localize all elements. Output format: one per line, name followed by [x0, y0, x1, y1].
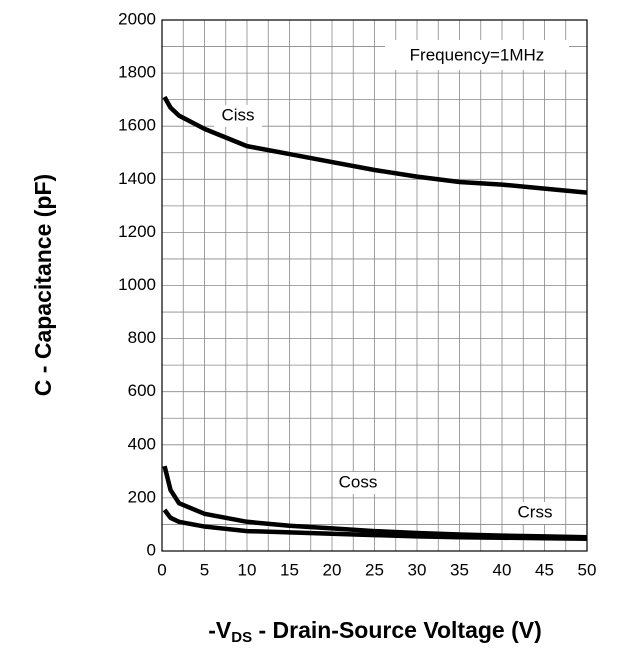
x-tick-label: 40 [493, 560, 512, 579]
x-tick-label: 15 [280, 560, 299, 579]
y-axis-label: C - Capacitance (pF) [30, 174, 56, 396]
annotation: Frequency=1MHz [410, 45, 545, 64]
plot-frame [161, 19, 588, 552]
series-label: Crss [518, 502, 553, 521]
series-label-bg [511, 502, 559, 524]
x-axis-label-subscript: DS [231, 629, 252, 646]
series-label-bg [334, 472, 382, 494]
x-tick-label: 5 [200, 560, 209, 579]
series-label-bg [214, 105, 262, 127]
y-tick-label: 1800 [118, 63, 156, 82]
annotation-box [385, 40, 569, 70]
x-tick-label: 20 [323, 560, 342, 579]
y-tick-label: 800 [128, 328, 156, 347]
x-tick-label: 35 [450, 560, 469, 579]
x-tick-label: 45 [535, 560, 554, 579]
x-tick-label: 30 [408, 560, 427, 579]
y-tick-label: 400 [128, 434, 156, 453]
x-tick-label: 25 [365, 560, 384, 579]
series-label: Coss [339, 472, 378, 491]
y-tick-label: 2000 [118, 9, 156, 28]
y-tick-label: 0 [147, 540, 156, 559]
series-line [162, 508, 588, 542]
x-tick-label: 10 [238, 560, 257, 579]
y-tick-label: 1200 [118, 222, 156, 241]
x-tick-label: 50 [578, 560, 597, 579]
y-tick-label: 1000 [118, 275, 156, 294]
x-tick-label: 0 [157, 560, 166, 579]
x-axis-label: -VDS - Drain-Source Voltage (V) [208, 617, 542, 646]
y-tick-label: 200 [128, 487, 156, 506]
series-label: Ciss [221, 105, 254, 124]
series-line [162, 95, 588, 195]
y-tick-label: 600 [128, 381, 156, 400]
y-tick-label: 1400 [118, 169, 156, 188]
x-axis-label-prefix: -V [208, 617, 232, 643]
y-tick-label: 1600 [118, 116, 156, 135]
x-axis-label-suffix: - Drain-Source Voltage (V) [252, 617, 542, 643]
